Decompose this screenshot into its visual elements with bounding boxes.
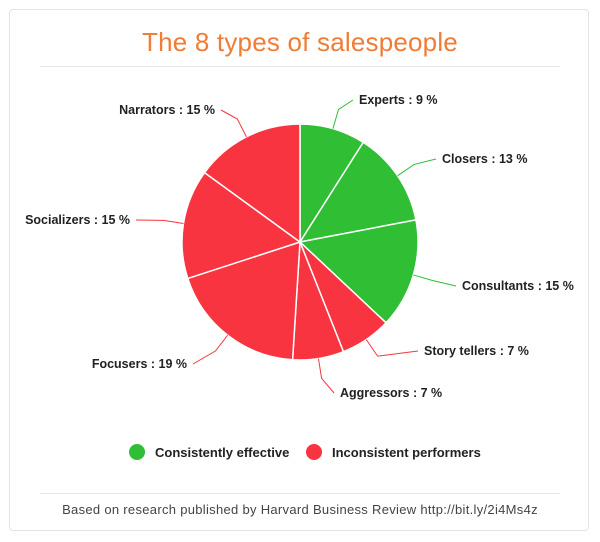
leader-line <box>220 109 247 138</box>
pie-chart: Experts : 9 % Closers : 13 % Consultants :… <box>25 93 574 400</box>
slice-label: Narrators : 15 % <box>119 103 215 117</box>
slice-label: Experts : 9 % <box>359 93 438 107</box>
slice-label: Story tellers : 7 % <box>424 344 529 358</box>
leader-line <box>317 358 335 394</box>
leader-line <box>192 334 229 365</box>
leader-line <box>332 99 354 129</box>
title-divider <box>40 66 560 67</box>
source-note: Based on research published by Harvard B… <box>62 502 538 517</box>
legend-item-consistently-effective: Consistently effective <box>129 444 289 460</box>
pie-slice-consultants <box>298 219 419 324</box>
slice-label: Closers : 13 % <box>442 152 527 166</box>
pie-slice-narrators <box>203 123 301 244</box>
slice-label: Focusers : 19 % <box>92 357 187 371</box>
leader-line <box>397 158 437 177</box>
legend-label: Consistently effective <box>155 444 290 460</box>
leader-line <box>365 339 419 357</box>
slice-label: Socializers : 15 % <box>25 213 130 227</box>
legend-marker-red <box>306 444 322 460</box>
slice-label: Aggressors : 7 % <box>340 386 442 400</box>
leader-line <box>413 274 457 287</box>
legend: Consistently effective Inconsistent perf… <box>0 444 600 466</box>
legend-marker-green <box>129 444 145 460</box>
leader-line <box>135 219 184 225</box>
chart-title: The 8 types of salespeople <box>142 27 458 57</box>
legend-label: Inconsistent performers <box>332 444 481 460</box>
slice-label: Consultants : 15 % <box>462 279 574 293</box>
footer-divider <box>40 493 560 494</box>
pie-slice-socializers <box>181 171 302 280</box>
legend-item-inconsistent-performers: Inconsistent performers <box>306 444 481 460</box>
pie-slice-closers <box>298 141 417 244</box>
